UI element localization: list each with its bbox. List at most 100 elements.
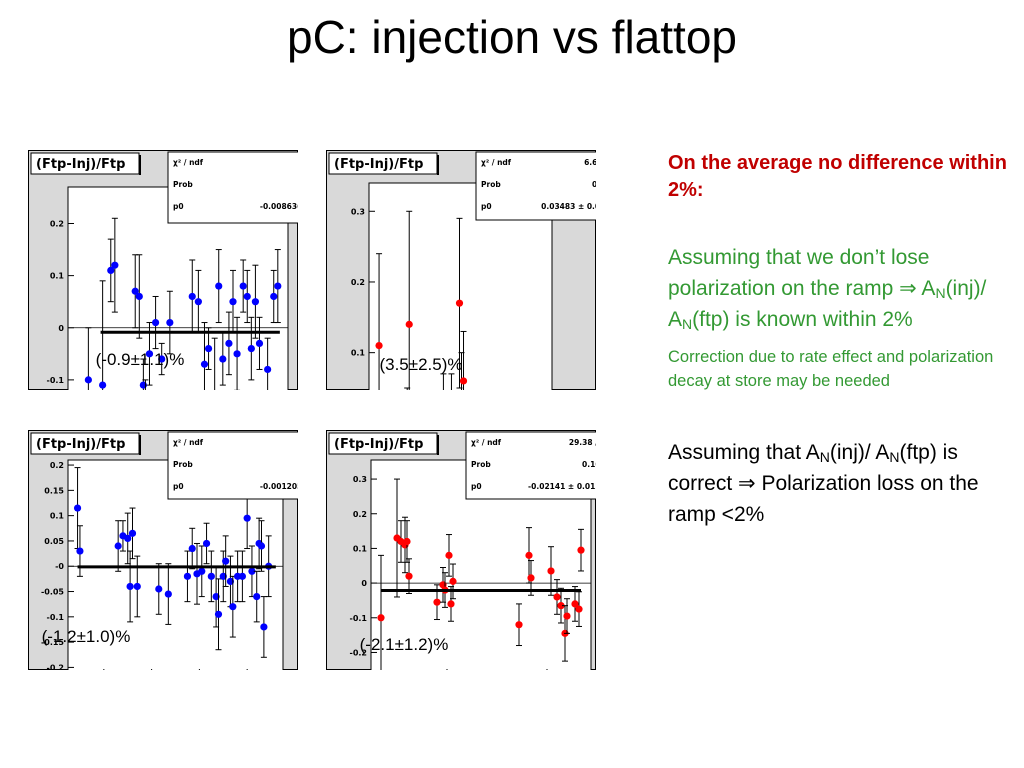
stats-value: -0.008636 ± 0.01141 xyxy=(260,202,298,211)
data-point xyxy=(270,292,278,301)
data-point xyxy=(202,539,211,548)
title-box-shadow xyxy=(139,435,141,455)
data-point xyxy=(449,577,457,585)
data-point xyxy=(433,598,441,606)
data-point xyxy=(133,582,141,591)
stats-label: Prob xyxy=(173,460,193,469)
data-point xyxy=(145,350,154,358)
data-point xyxy=(194,298,202,306)
data-point xyxy=(131,287,139,295)
fit-result-annotation: (-0.9±1.1)% xyxy=(96,350,185,369)
stats-label: Prob xyxy=(471,460,491,469)
data-point xyxy=(99,381,107,389)
stats-box xyxy=(475,151,596,221)
stats-box xyxy=(167,431,298,500)
data-point xyxy=(243,514,251,522)
note-text: Polarization loss on the ramp <2% xyxy=(668,472,979,526)
y-tick-label: 0 xyxy=(58,324,64,333)
data-point xyxy=(124,534,132,543)
title-box-shadow xyxy=(437,155,439,175)
y-tick-label: -0.2 xyxy=(350,648,368,657)
data-point xyxy=(459,377,468,385)
y-tick-label: 0.1 xyxy=(50,272,65,281)
y-tick-label: 0.05 xyxy=(44,537,64,546)
data-point xyxy=(215,282,223,290)
chart-title: (Ftp-Inj)/Ftp xyxy=(334,157,423,172)
fit-result-annotation: (-1.2±1.0)% xyxy=(42,627,131,646)
data-point xyxy=(447,600,455,608)
data-point xyxy=(563,612,571,620)
subscript: N xyxy=(889,449,900,465)
y-tick-label: 0.1 xyxy=(50,512,65,521)
chart-title: (Ftp-Inj)/Ftp xyxy=(334,437,423,452)
title-box-shadow xyxy=(437,435,439,455)
y-tick-label: 0.2 xyxy=(50,461,64,470)
data-point xyxy=(151,318,160,327)
y-tick-label: 0.1 xyxy=(353,544,368,553)
y-tick-label: -0.15 xyxy=(41,638,64,647)
data-point xyxy=(200,360,209,368)
notes-panel: On the average no difference within 2%: … xyxy=(668,150,1008,530)
data-point xyxy=(73,504,82,512)
data-point xyxy=(575,605,583,613)
data-point xyxy=(239,282,247,290)
data-point xyxy=(126,582,134,591)
data-point xyxy=(207,572,215,580)
plot-panel-bottom-right: 0.30.20.10-0.1-0.21065010700(Ftp-Inj)/Ft… xyxy=(326,430,596,670)
data-point xyxy=(188,544,196,553)
data-point xyxy=(445,551,453,559)
data-point xyxy=(214,610,223,618)
stats-value: 0.5774 xyxy=(592,180,596,189)
data-point xyxy=(515,621,523,629)
stats-value: 0.03483 ± 0.02468 xyxy=(541,202,596,211)
plot-panel-top-right: 0.30.20.10-0.110620106401066010680(Ftp-I… xyxy=(326,150,596,390)
stats-label: χ² / ndf xyxy=(481,158,512,167)
data-point xyxy=(571,600,579,608)
subscript: N xyxy=(682,316,693,332)
chart-svg: 0.30.20.10-0.1-0.21065010700(Ftp-Inj)/Ft… xyxy=(326,430,596,670)
y-tick-label: -0.1 xyxy=(47,376,65,385)
y-tick-label: 0 xyxy=(361,579,367,588)
data-point xyxy=(114,542,122,550)
data-point xyxy=(204,345,213,353)
stats-label: Prob xyxy=(481,180,501,189)
chart-svg: 0.30.20.10-0.110620106401066010680(Ftp-I… xyxy=(326,150,596,390)
data-point xyxy=(527,574,535,582)
note-text: A xyxy=(916,277,936,300)
data-point xyxy=(107,266,115,275)
stats-label: Prob xyxy=(173,180,193,189)
stats-label: χ² / ndf xyxy=(173,438,204,447)
plot-panel-bottom-left: 0.20.150.10.05-0-0.05-0.1-0.15-0.2106401… xyxy=(28,430,298,670)
assumption-correct-note: Assuming that AN(inj)/ AN(ftp) is correc… xyxy=(668,437,1008,530)
stats-label: p0 xyxy=(481,202,492,211)
data-point xyxy=(405,320,413,328)
assumption-ramp-note: Assuming that we don’t lose polarization… xyxy=(668,242,1008,335)
stats-value: -0.001205 ± 0.01002 xyxy=(260,482,298,491)
data-point xyxy=(557,602,565,610)
stats-box xyxy=(167,151,298,224)
data-point xyxy=(164,590,172,598)
stats-label: χ² / ndf xyxy=(471,438,502,447)
subscript: N xyxy=(935,285,946,301)
stats-label: p0 xyxy=(173,202,184,211)
plot-panel-top-left: 0.20.10-0.1-0.2-0.31065010700(Ftp-Inj)/F… xyxy=(28,150,298,390)
data-point xyxy=(257,542,266,550)
note-text: (ftp) is correct xyxy=(668,441,958,495)
note-text: (inj)/ A xyxy=(829,441,890,464)
y-tick-label: -0.2 xyxy=(47,663,65,670)
y-tick-label: -0.1 xyxy=(47,613,65,622)
y-tick-label: -0.05 xyxy=(41,588,64,597)
data-point xyxy=(247,345,255,353)
data-point xyxy=(455,299,464,307)
data-point xyxy=(229,603,237,611)
data-point xyxy=(274,282,282,290)
subscript: N xyxy=(819,449,830,465)
implies-arrow-icon: ⇒ xyxy=(738,472,756,495)
data-point xyxy=(553,593,561,601)
stats-value: 0.1052 xyxy=(582,460,596,469)
stats-value: 6.627 / 8 xyxy=(584,158,596,167)
stats-value: 29.38 / 21 xyxy=(569,438,596,447)
data-point xyxy=(222,557,230,565)
data-point xyxy=(225,339,233,347)
chart-title: (Ftp-Inj)/Ftp xyxy=(36,157,125,172)
